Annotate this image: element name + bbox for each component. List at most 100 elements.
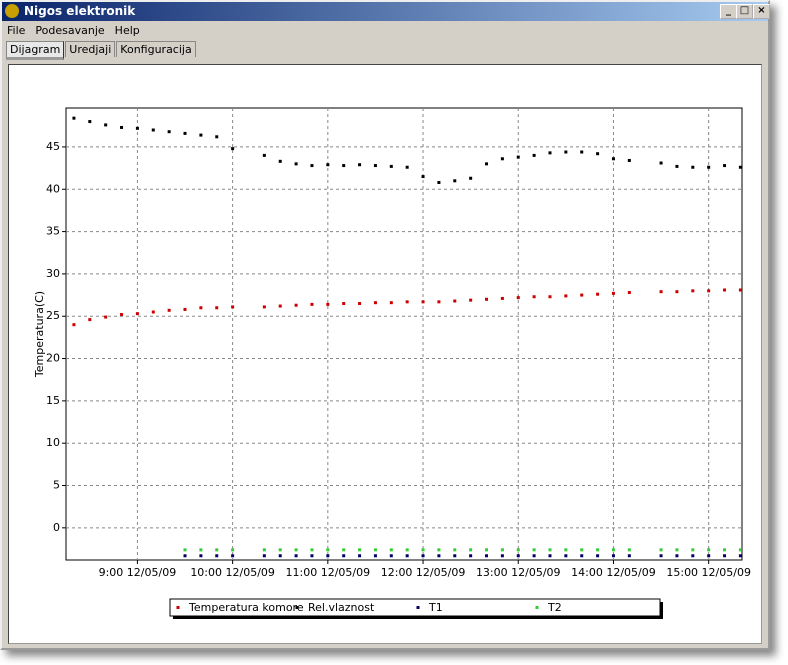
data-point (310, 548, 314, 552)
data-point (500, 548, 504, 552)
data-point (215, 306, 219, 310)
menu-item[interactable]: Help (114, 24, 140, 37)
data-point (580, 150, 584, 154)
data-point (500, 157, 504, 161)
data-point (326, 554, 330, 558)
data-point (485, 297, 489, 301)
data-point (723, 554, 727, 558)
data-point (738, 554, 742, 558)
legend-label: Temperatura komore (188, 601, 304, 614)
data-point (405, 165, 409, 169)
data-point (199, 133, 203, 137)
y-tick-label: 10 (46, 436, 60, 449)
data-point (373, 301, 377, 305)
data-point (516, 296, 520, 300)
data-point (135, 312, 139, 316)
data-point (723, 164, 727, 168)
data-point (627, 554, 631, 558)
data-point (373, 164, 377, 168)
data-point (342, 164, 346, 168)
data-point (675, 164, 679, 168)
menu-item[interactable]: File (7, 24, 26, 37)
data-point (342, 302, 346, 306)
data-point (389, 164, 393, 168)
data-point (373, 548, 377, 552)
title-bar: Nigos elektronik _ □ × (2, 2, 770, 21)
data-point (516, 548, 520, 552)
legend-marker (535, 606, 539, 609)
minimize-button[interactable]: _ (720, 4, 737, 19)
data-point (215, 554, 219, 558)
data-point (453, 299, 457, 303)
data-point (500, 296, 504, 300)
x-tick-label: 12:00 12/05/09 (381, 566, 466, 579)
y-tick-label: 5 (53, 479, 60, 492)
data-point (485, 548, 489, 552)
data-point (294, 162, 298, 166)
data-point (183, 554, 187, 558)
chart: Temperatura(C) 0 5 10 15 20 25 30 35 40 45 9:00 12… (33, 107, 751, 619)
data-point (215, 548, 219, 552)
data-point (358, 302, 362, 306)
data-point (738, 548, 742, 552)
data-point (564, 150, 568, 154)
data-point (294, 548, 298, 552)
data-point (659, 554, 663, 558)
data-point (453, 548, 457, 552)
x-tick-label: 9:00 12/05/09 (99, 566, 177, 579)
data-point (627, 291, 631, 295)
y-tick-label: 45 (46, 140, 60, 153)
data-point (342, 548, 346, 552)
data-point (278, 304, 282, 308)
data-point (675, 548, 679, 552)
data-point (548, 554, 552, 558)
y-tick-label: 25 (46, 309, 60, 322)
data-point (262, 554, 266, 558)
data-point (231, 554, 235, 558)
data-point (596, 548, 600, 552)
data-point (310, 302, 314, 306)
data-point (548, 295, 552, 299)
data-point (580, 293, 584, 297)
close-button[interactable]: × (753, 4, 770, 19)
data-point (548, 548, 552, 552)
data-point (691, 548, 695, 552)
data-point (691, 554, 695, 558)
data-point (707, 554, 711, 558)
data-point (72, 116, 76, 120)
data-point (548, 151, 552, 155)
data-point (580, 554, 584, 558)
data-point (104, 315, 108, 319)
data-point (183, 131, 187, 135)
data-point (88, 318, 92, 322)
data-point (120, 125, 124, 129)
legend-marker (416, 606, 420, 609)
data-point (564, 294, 568, 298)
data-point (183, 307, 187, 311)
data-point (151, 310, 155, 314)
data-point (342, 554, 346, 558)
data-point (167, 130, 171, 134)
data-point (120, 313, 124, 317)
data-point (532, 153, 536, 157)
menu-item[interactable]: Podesavanje (35, 24, 105, 37)
tab[interactable]: Konfiguracija (116, 41, 196, 57)
data-point (675, 290, 679, 294)
data-point (278, 554, 282, 558)
tab[interactable]: Dijagram (6, 41, 65, 60)
menu-bar: File Podesavanje Help (2, 21, 768, 41)
data-point (469, 298, 473, 302)
legend-marker (295, 606, 299, 609)
maximize-button[interactable]: □ (736, 4, 753, 19)
data-point (691, 165, 695, 169)
data-point (738, 288, 742, 292)
tab[interactable]: Uredjaji (65, 41, 116, 57)
data-point (151, 128, 155, 132)
data-point (469, 176, 473, 180)
data-point (326, 163, 330, 167)
data-point (516, 155, 520, 159)
data-point (532, 295, 536, 299)
data-point (675, 554, 679, 558)
x-tick-label: 15:00 12/05/09 (666, 566, 751, 579)
data-point (611, 548, 615, 552)
